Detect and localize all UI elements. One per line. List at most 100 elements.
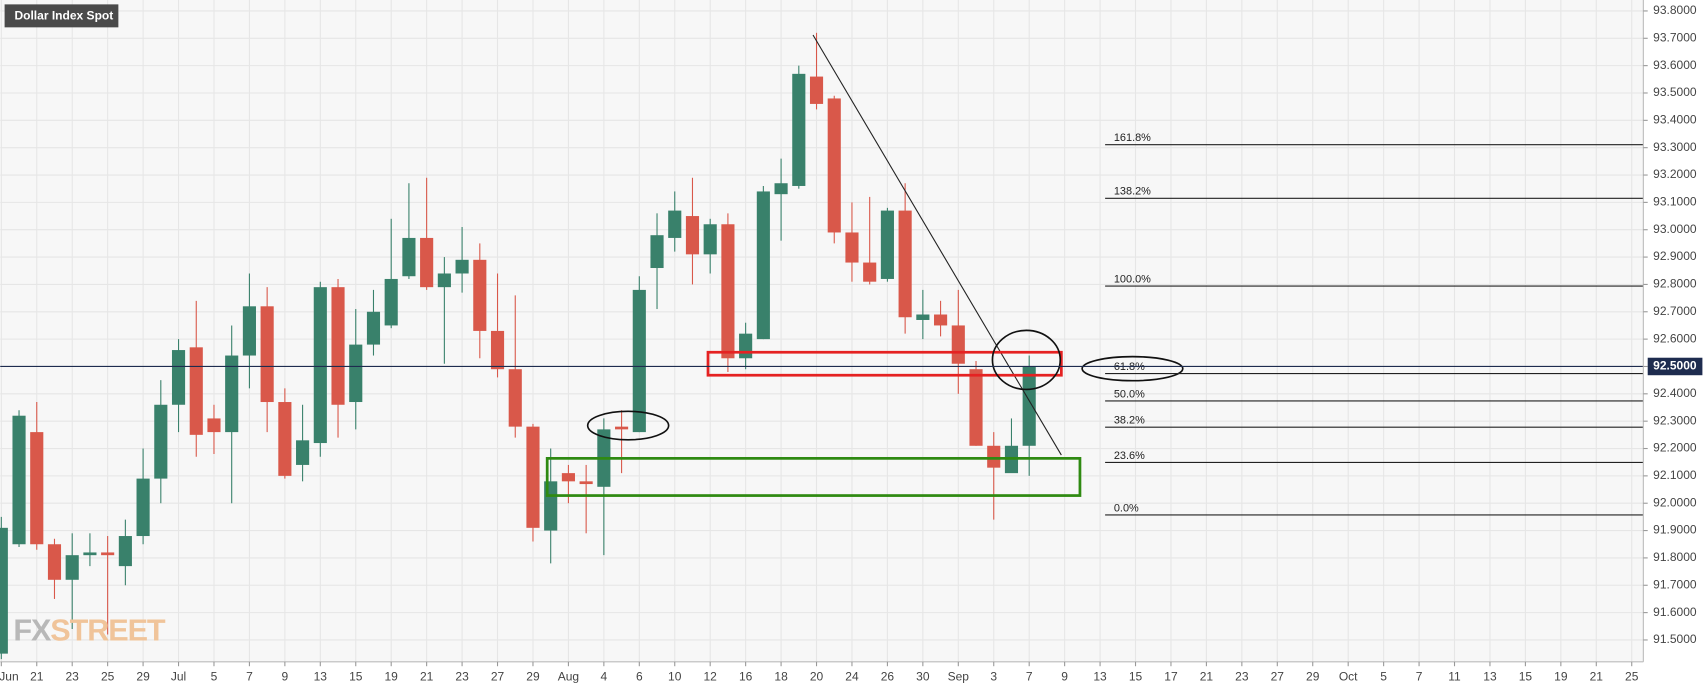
candle-body <box>366 311 381 345</box>
y-tick-label: 93.1000 <box>1653 195 1697 209</box>
watermark-fx: FX <box>13 613 52 647</box>
candle-body <box>154 404 168 479</box>
candle-body <box>402 237 416 277</box>
x-tick-label: 20 <box>810 669 824 683</box>
candle-body <box>898 210 912 318</box>
x-tick-label: 21 <box>1200 669 1214 683</box>
x-tick-label: 15 <box>1519 669 1533 683</box>
y-tick-label: 92.0000 <box>1653 495 1697 509</box>
x-tick-label: 9 <box>1061 669 1068 683</box>
y-tick-label: 91.9000 <box>1653 523 1697 537</box>
candle-body <box>30 432 44 545</box>
last-price-label: 92.5000 <box>1653 359 1697 373</box>
x-tick-label: 7 <box>1026 669 1033 683</box>
y-tick-label: 92.1000 <box>1653 468 1697 482</box>
x-tick-label: 7 <box>246 669 253 683</box>
x-tick-label: 11 <box>1448 669 1461 683</box>
x-tick-label: 19 <box>1554 669 1568 683</box>
candle-body <box>349 344 363 403</box>
candle-body <box>774 183 788 195</box>
x-tick-label: 23 <box>1235 669 1249 683</box>
y-tick-label: 93.2000 <box>1653 167 1697 181</box>
y-tick-label: 92.7000 <box>1653 304 1697 318</box>
x-tick-label: 5 <box>1380 669 1387 683</box>
candle-body <box>721 224 735 359</box>
fib-label: 23.6% <box>1114 450 1145 462</box>
plot-area <box>0 0 1643 662</box>
x-tick-label: 29 <box>1306 669 1320 683</box>
fib-label: 38.2% <box>1114 415 1145 427</box>
candle-body <box>136 478 150 537</box>
candle-body <box>490 330 505 370</box>
candle-body <box>809 76 824 104</box>
last-price-box <box>1647 357 1703 376</box>
candle-body <box>969 369 983 446</box>
x-tick-label: 25 <box>101 669 115 683</box>
x-tick-label: 23 <box>66 669 80 683</box>
candle-body <box>455 259 469 274</box>
x-tick-label: 29 <box>526 669 540 683</box>
candle-body <box>12 415 26 545</box>
candle-body <box>83 552 97 556</box>
x-tick-label: 19 <box>385 669 399 683</box>
highlight-ellipse <box>1081 355 1184 382</box>
candle-body <box>526 426 540 528</box>
support-box <box>545 456 1082 497</box>
highlight-ellipse <box>586 410 670 441</box>
candle-body <box>296 440 310 465</box>
candle-body <box>863 262 877 282</box>
x-tick-label: 25 <box>1625 669 1639 683</box>
candle-body <box>0 527 8 654</box>
candle-body <box>987 445 1001 468</box>
candle-body <box>101 552 115 556</box>
candle-body <box>508 369 522 427</box>
x-tick-label: Sep <box>948 669 970 683</box>
x-tick-label: Jun <box>0 669 19 683</box>
candle-body <box>225 355 239 433</box>
candle-body <box>756 191 770 340</box>
x-tick-label: 13 <box>1093 669 1107 683</box>
x-tick-label: 27 <box>491 669 505 683</box>
candle-body <box>792 73 806 186</box>
x-tick-label: 23 <box>455 669 469 683</box>
candle-body <box>951 325 965 364</box>
highlight-ellipse <box>991 329 1062 391</box>
fib-label: 0.0% <box>1114 502 1139 514</box>
candle-body <box>632 289 646 433</box>
candle-body <box>916 314 930 320</box>
y-tick-label: 92.2000 <box>1653 441 1697 455</box>
candle-body <box>437 273 451 288</box>
x-tick-label: 5 <box>211 669 218 683</box>
x-tick-label: 9 <box>282 669 289 683</box>
x-tick-label: Jul <box>171 669 186 683</box>
x-tick-label: 17 <box>1164 669 1178 683</box>
candle-body <box>242 306 256 356</box>
x-tick-label: 18 <box>774 669 788 683</box>
y-tick-label: 93.5000 <box>1653 85 1697 99</box>
x-tick-label: 24 <box>845 669 859 683</box>
y-tick-label: 91.5000 <box>1653 632 1697 646</box>
candle-body <box>189 347 203 435</box>
candle-body <box>331 287 345 405</box>
y-tick-label: 92.4000 <box>1653 386 1697 400</box>
watermark-street: STREET <box>50 613 166 647</box>
candle-body <box>47 544 62 580</box>
x-tick-label: 13 <box>314 669 328 683</box>
candle-body <box>579 481 593 485</box>
candle-body <box>650 235 664 269</box>
y-tick-label: 93.3000 <box>1653 140 1697 154</box>
candle-body <box>420 237 434 288</box>
x-tick-label: 7 <box>1416 669 1423 683</box>
annotations: 161.8%138.2%100.0%61.8%50.0%38.2%23.6%0.… <box>0 34 1644 516</box>
candle-body <box>1022 366 1036 446</box>
candle-body <box>827 98 841 233</box>
y-tick-label: 92.3000 <box>1653 413 1697 427</box>
y-tick-label: 92.8000 <box>1653 277 1697 291</box>
chart-title: Dollar Index Spot <box>14 9 113 23</box>
candle-body <box>561 473 575 482</box>
candle-body <box>278 402 292 476</box>
y-tick-label: 93.0000 <box>1653 222 1697 236</box>
x-tick-label: 29 <box>136 669 150 683</box>
resistance-box <box>706 350 1063 377</box>
